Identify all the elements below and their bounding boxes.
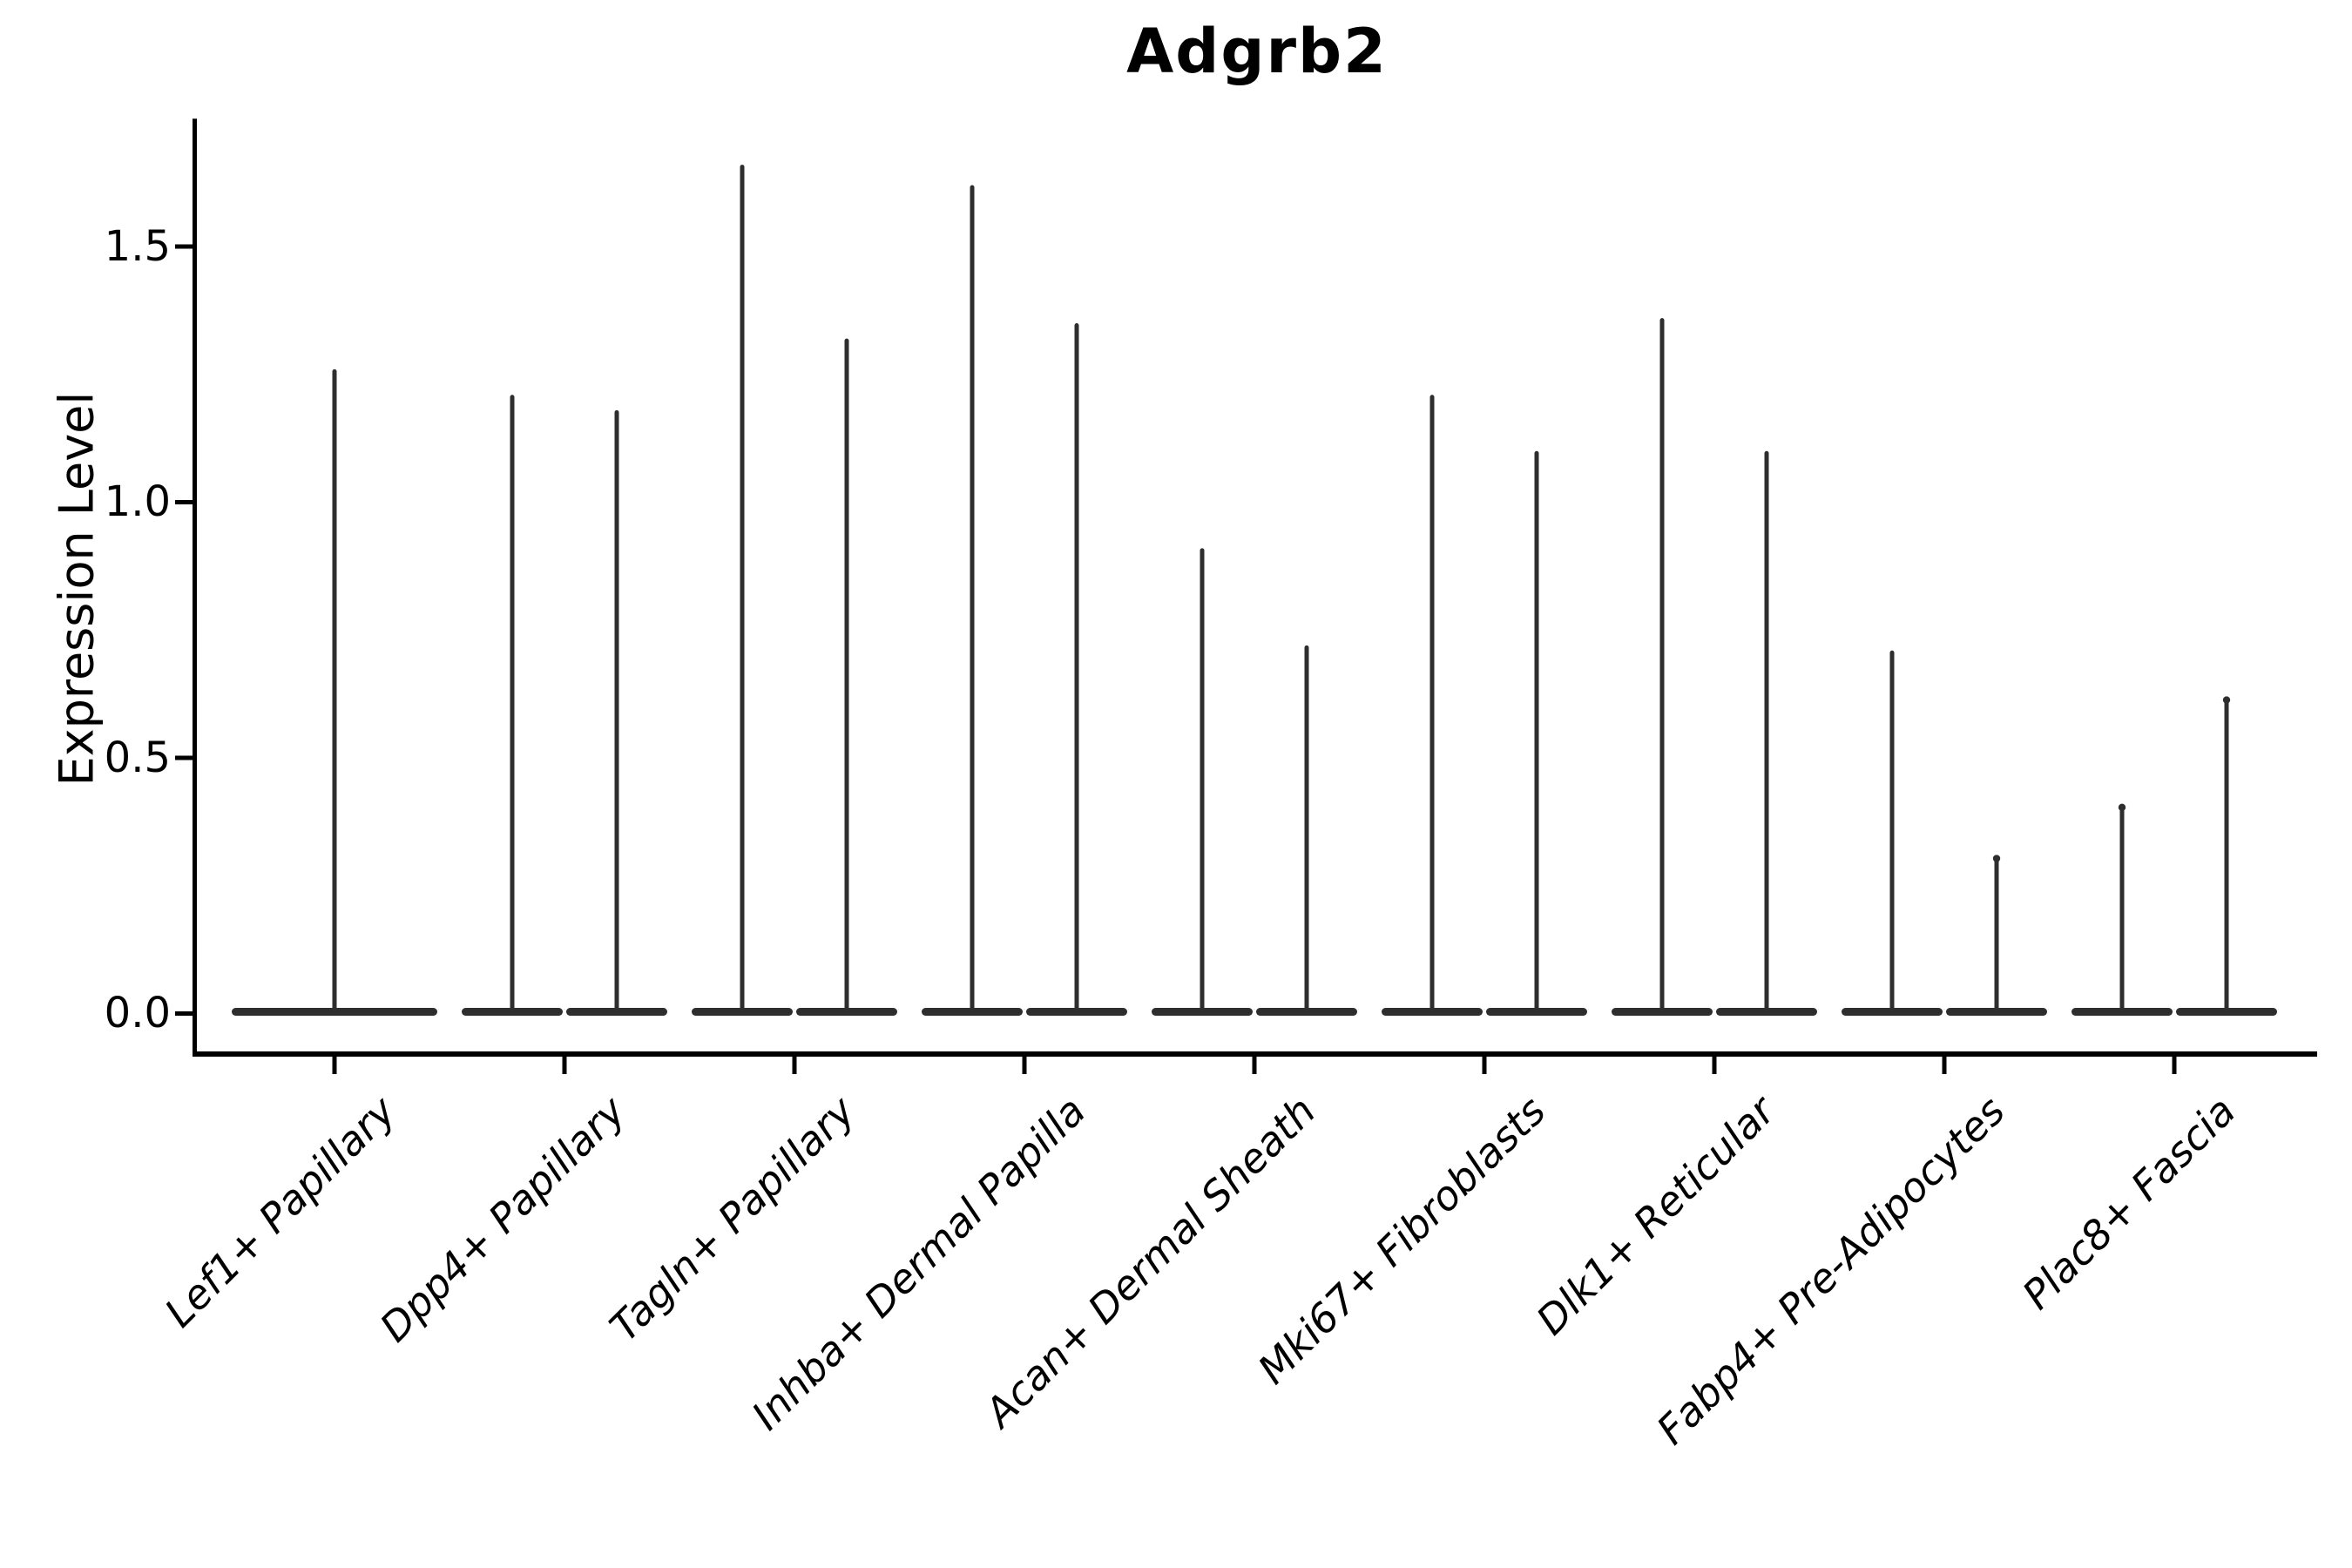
x-tick-mark <box>792 1057 797 1074</box>
violin-spike <box>2224 696 2229 1014</box>
violin-spike <box>614 409 619 1014</box>
y-tick-mark <box>175 1011 193 1016</box>
violin-spike <box>1534 450 1539 1014</box>
x-tick-mark <box>1482 1057 1487 1074</box>
violin-spike <box>510 395 515 1014</box>
y-tick-label-0: 0.0 <box>104 989 171 1037</box>
x-axis-line <box>193 1051 2317 1057</box>
violin-spike-cap <box>1992 855 2001 862</box>
violin-spike <box>2119 803 2125 1014</box>
y-tick-mark <box>175 755 193 760</box>
x-tick-mark <box>332 1057 337 1074</box>
x-tick-mark <box>562 1057 567 1074</box>
violin-spike <box>332 368 337 1014</box>
y-axis-line <box>193 118 197 1057</box>
violin-spike <box>844 338 849 1014</box>
chart-title: Adgrb2 <box>1126 16 1388 87</box>
violin-spike <box>1764 450 1769 1014</box>
violin-spike <box>740 165 745 1014</box>
violin-spike <box>970 185 975 1014</box>
x-tick-mark <box>1022 1057 1027 1074</box>
y-tick-mark <box>175 244 193 249</box>
x-tick-mark <box>1252 1057 1257 1074</box>
y-tick-label-10: 1.0 <box>104 477 171 526</box>
violin-spike <box>1889 650 1895 1014</box>
x-tick-mark <box>1942 1057 1947 1074</box>
x-tick-mark <box>2172 1057 2177 1074</box>
violin-spike-cap <box>2118 803 2126 812</box>
y-tick-label-15: 1.5 <box>104 222 171 271</box>
violin-spike <box>1429 395 1435 1014</box>
violin-spike <box>1074 323 1079 1014</box>
violin-spike <box>1659 318 1665 1014</box>
violin-spike <box>1994 855 1999 1014</box>
y-tick-label-05: 0.5 <box>104 733 171 782</box>
violin-spike <box>1304 645 1309 1014</box>
violin-spike-cap <box>2222 696 2231 704</box>
violin-spike <box>1200 548 1205 1014</box>
y-tick-mark <box>175 500 193 504</box>
x-tick-mark <box>1712 1057 1717 1074</box>
y-axis-label: Expression Level <box>49 391 105 787</box>
